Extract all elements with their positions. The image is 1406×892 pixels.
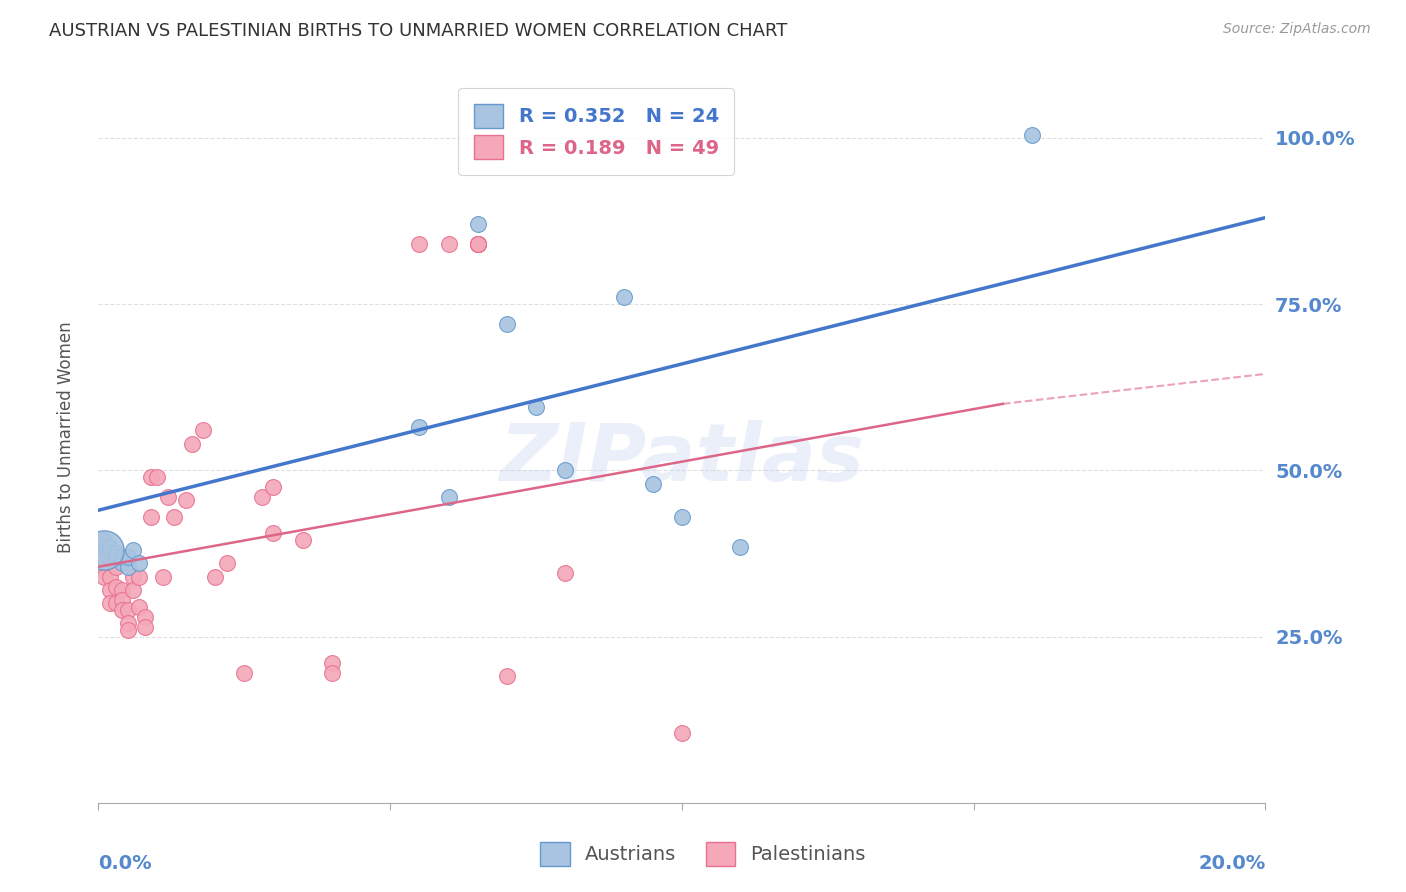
Point [467,237,489,252]
Point [139,470,162,484]
Point [467,217,489,231]
Point [437,237,460,252]
Point [250,490,273,504]
Point [128,599,150,614]
Text: 20.0%: 20.0% [1198,854,1265,873]
Point [467,237,489,252]
Point [111,603,134,617]
Point [467,237,489,252]
Point [93,533,115,548]
Point [134,619,156,633]
Point [146,470,169,484]
Point [93,553,115,567]
Point [174,493,197,508]
Point [437,490,460,504]
Point [163,509,186,524]
Legend: Austrians, Palestinians: Austrians, Palestinians [533,834,873,873]
Point [641,476,664,491]
Point [117,623,139,637]
Point [215,557,238,571]
Point [524,400,547,414]
Point [93,543,115,558]
Point [104,546,127,560]
Point [262,526,284,541]
Legend: R = 0.352   N = 24, R = 0.189   N = 49: R = 0.352 N = 24, R = 0.189 N = 49 [458,88,734,175]
Y-axis label: Births to Unmarried Women: Births to Unmarried Women [56,321,75,553]
Point [321,656,343,670]
Point [157,490,180,504]
Point [321,666,343,681]
Point [612,290,634,304]
Point [291,533,314,548]
Text: AUSTRIAN VS PALESTINIAN BIRTHS TO UNMARRIED WOMEN CORRELATION CHART: AUSTRIAN VS PALESTINIAN BIRTHS TO UNMARR… [49,22,787,40]
Text: 0.0%: 0.0% [98,854,152,873]
Point [1021,128,1043,142]
Point [152,570,174,584]
Point [104,549,127,564]
Point [128,557,150,571]
Point [122,570,145,584]
Point [128,570,150,584]
Point [467,237,489,252]
Point [98,582,121,597]
Point [98,546,121,560]
Point [111,593,134,607]
Point [117,616,139,631]
Point [554,463,576,477]
Point [117,549,139,564]
Point [104,596,127,610]
Point [104,559,127,574]
Point [496,669,519,683]
Point [111,549,134,564]
Point [408,237,430,252]
Point [117,559,139,574]
Point [122,582,145,597]
Point [111,557,134,571]
Point [193,424,215,438]
Point [122,543,145,558]
Point [554,566,576,581]
Point [93,563,115,577]
Point [98,540,121,554]
Point [233,666,256,681]
Point [671,509,693,524]
Point [408,420,430,434]
Point [180,436,202,450]
Point [93,540,115,554]
Point [134,609,156,624]
Point [262,480,284,494]
Point [496,317,519,331]
Point [467,237,489,252]
Point [671,726,693,740]
Point [139,509,162,524]
Text: Source: ZipAtlas.com: Source: ZipAtlas.com [1223,22,1371,37]
Point [93,570,115,584]
Point [111,582,134,597]
Point [204,570,226,584]
Text: ZIPatlas: ZIPatlas [499,420,865,498]
Point [98,596,121,610]
Point [117,603,139,617]
Point [104,580,127,594]
Point [98,570,121,584]
Point [730,540,752,554]
